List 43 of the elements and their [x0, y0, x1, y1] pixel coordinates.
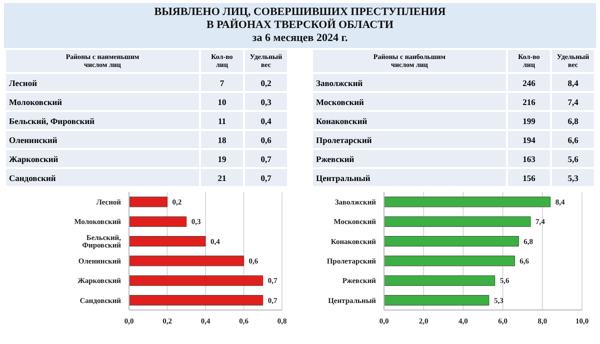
data-label: 216: [508, 93, 550, 110]
data-label: 0,6: [245, 131, 287, 148]
bar: [384, 295, 490, 306]
bar: [384, 216, 531, 227]
data-label: 0,7: [245, 150, 287, 167]
data-label: 8,4: [552, 74, 594, 91]
data-label: 156: [508, 169, 550, 186]
data-label: 199: [508, 112, 550, 129]
category-label: Конаковский: [313, 112, 506, 129]
category-label: Заволжский: [313, 74, 506, 91]
category-label: Центральный: [313, 169, 506, 186]
data-label: 5,3: [552, 169, 594, 186]
text: ВЫЯВЛЕНО ЛИЦ, СОВЕРШИВШИХ ПРЕСТУПЛЕНИЯ В РАЙОНАХ ТВЕРСКОЙ ОБЛАСТИ за 6 месяцев 2024 г.: [4, 6, 596, 45]
bar: [384, 236, 519, 246]
category-label: Ржевский: [313, 150, 506, 167]
data-label: 11: [201, 112, 243, 129]
bar: [384, 256, 515, 266]
bar: [384, 275, 496, 286]
data-label: 7: [201, 74, 243, 91]
bar: [129, 196, 168, 208]
data-label: 0,2: [245, 74, 287, 91]
data-label: 5,6: [552, 150, 594, 167]
data-label: 163: [508, 150, 550, 167]
data-label: 6,6: [552, 131, 594, 148]
bar: [384, 196, 551, 208]
data-label: 21: [201, 169, 243, 186]
data-label: 18: [201, 131, 243, 148]
bar: [129, 236, 206, 246]
category-label: Московский: [313, 93, 506, 110]
category-label: Пролетарский: [313, 131, 506, 148]
data-label: 246: [508, 74, 550, 91]
data-label: 6,8: [552, 112, 594, 129]
data-label: 19: [201, 150, 243, 167]
data-label: 0,7: [245, 169, 287, 186]
data-label: 7,4: [552, 93, 594, 110]
bar: [129, 295, 264, 306]
data-label: 194: [508, 131, 550, 148]
data-label: 0,4: [245, 112, 287, 129]
data-label: 0,3: [245, 93, 287, 110]
bar: [129, 216, 187, 227]
data-label: 10: [201, 93, 243, 110]
bar: [129, 256, 244, 266]
bar: [129, 275, 264, 286]
